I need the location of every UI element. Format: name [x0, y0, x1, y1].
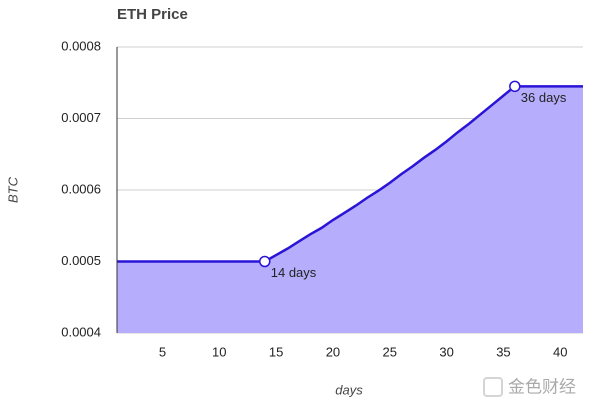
x-tick-label: 20	[326, 344, 340, 359]
x-tick-label: 10	[212, 344, 226, 359]
x-axis-label: days	[335, 382, 363, 397]
annotation-point	[259, 255, 271, 268]
line	[117, 85, 583, 263]
y-tick-label: 0.0007	[61, 110, 101, 125]
y-tick-label: 0.0005	[61, 253, 101, 268]
annotation-point	[509, 80, 521, 93]
watermark-icon	[483, 377, 503, 397]
x-tick-label: 15	[269, 344, 283, 359]
x-tick-label: 5	[159, 344, 166, 359]
x-tick-label: 40	[553, 344, 567, 359]
y-axis-label: BTC	[5, 176, 20, 203]
annotation-label: 36 days	[521, 90, 567, 105]
x-tick-label: 30	[439, 344, 453, 359]
watermark: 金色财经	[508, 377, 576, 396]
watermark-box	[483, 377, 503, 397]
x-tick-label: 35	[496, 344, 510, 359]
y-tick-label: 0.0004	[61, 324, 101, 339]
chart-title: ETH Price	[117, 6, 188, 23]
y-tick-label: 0.0008	[61, 38, 101, 53]
annotation-label: 14 days	[271, 265, 317, 280]
y-tick-label: 0.0006	[61, 181, 101, 196]
x-tick-label: 25	[383, 344, 397, 359]
